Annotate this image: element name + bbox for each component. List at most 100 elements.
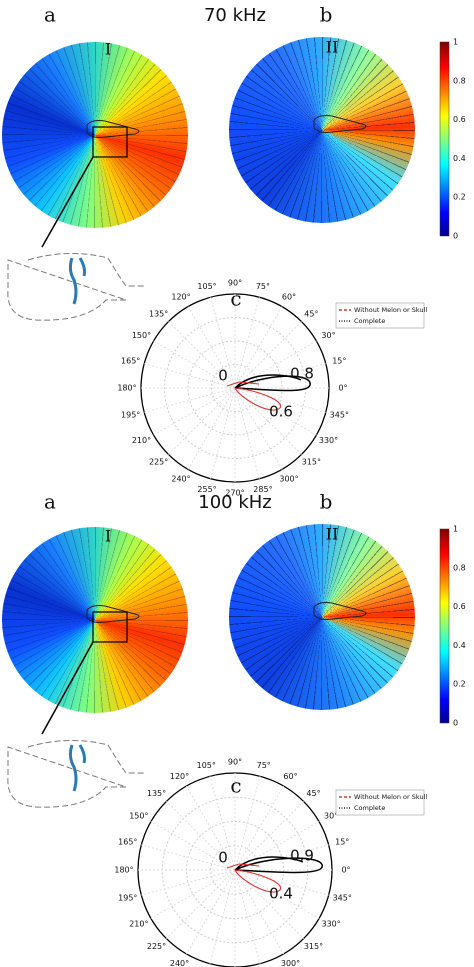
radial-label: 0 [218,849,228,867]
frequency-title: 70 kHz [204,5,266,26]
angle-label: 165° [121,356,140,365]
angle-label: 195° [118,893,137,902]
angle-label: 270° [225,489,244,498]
radial-label: 0.8 [290,365,314,383]
panel-label: a [44,490,56,514]
angle-label: 345° [333,893,352,902]
angle-label: 180° [117,384,136,393]
region-label: II [326,38,339,57]
region-label: II [326,525,339,544]
frequency-title: 100 kHz [198,492,272,513]
angle-label: 255° [197,485,216,494]
angle-label: 0° [338,384,347,393]
radial-label: 0 [218,367,228,385]
legend-label: Without Melon or Skull [354,793,427,801]
legend-label: Complete [354,317,385,325]
angle-label: 0° [341,866,350,875]
polar-spoke [234,869,329,896]
skull-outline [7,253,146,321]
colorbar-tick-label: 0 [453,232,458,241]
angle-label: 135° [149,309,168,318]
head-outline [86,120,140,138]
angle-label: 90° [228,758,242,767]
colorbar-tick-label: 1 [453,525,458,534]
colorbar-tick-label: 0 [453,719,458,728]
angle-label: 315° [304,942,323,951]
angle-label: 105° [197,761,216,770]
polar-grid [211,364,259,412]
heatmap-disc-a [2,42,188,228]
polar-spoke [186,785,236,871]
angle-label: 240° [170,959,189,967]
angle-label: 135° [147,789,166,798]
angle-label: 60° [283,772,297,781]
nasal-tract [68,744,86,792]
radial-label: 0.9 [290,847,314,865]
skull-outline [7,740,146,808]
angle-label: 315° [302,458,321,467]
panel-label: b [320,3,333,27]
colorbar-tick-label: 0.8 [453,563,466,572]
head-outline [313,602,367,620]
angle-label: 330° [319,436,338,445]
angle-label: 30° [321,331,335,340]
angle-label: 45° [306,789,320,798]
polar-spoke [187,387,236,470]
region-label: I [105,527,111,546]
polar-spoke [234,869,284,955]
angle-label: 180° [114,866,133,875]
legend-box [335,789,425,816]
polar-spoke [186,869,236,955]
polar-spoke [166,801,236,871]
polar-spoke [234,801,304,871]
nasal-tract [68,257,86,305]
polar-spoke [150,869,236,919]
colorbar [439,528,450,724]
colorbar-tick-label: 0.6 [453,115,466,124]
angle-label: 15° [332,356,346,365]
panel-label: b [320,490,333,514]
polar-spoke [166,869,236,939]
polar-spoke [234,869,320,919]
complete-lobe [234,374,311,392]
polar-spoke [234,785,284,871]
region-label: I [105,40,111,59]
polar-spoke [144,387,236,413]
zoom-box [92,611,128,643]
colorbar-tick-label: 0.4 [453,641,466,650]
colorbar-tick-label: 0.6 [453,602,466,611]
polar-spoke [209,776,236,871]
angle-label: 285° [253,485,272,494]
panel-label: a [44,3,56,27]
angle-label: 150° [132,331,151,340]
polar-spoke [153,387,236,436]
angle-label: 15° [335,838,349,847]
heatmap-disc-b [229,37,415,223]
radial-label: 0.6 [269,403,293,421]
heatmap-disc-a [2,527,188,713]
legend-label: Without Melon or Skull [354,306,427,314]
polar-spoke [209,869,236,964]
angle-label: 60° [282,293,296,302]
legend-box [335,302,425,329]
angle-label: 120° [171,293,190,302]
colorbar-tick-label: 1 [453,38,458,47]
angle-label: 150° [129,812,148,821]
angle-label: 225° [149,458,168,467]
polar-spoke [141,869,236,896]
angle-label: 90° [228,279,242,288]
panel-label: c [230,774,241,798]
angle-label: 225° [147,942,166,951]
angle-label: 240° [171,474,190,483]
angle-label: 330° [321,920,340,929]
complete-lobe [234,856,324,874]
angle-label: 105° [197,282,216,291]
angle-label: 345° [330,411,349,420]
zoom-pointer [41,156,94,248]
polar-spoke [234,869,261,964]
colorbar [439,41,450,237]
colorbar-tick-label: 0.2 [453,193,466,202]
panel-label: c [230,287,241,311]
